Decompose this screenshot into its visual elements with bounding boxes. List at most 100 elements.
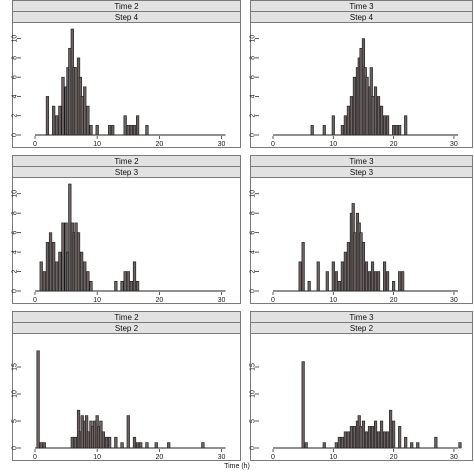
x-tick-label: 20 xyxy=(155,141,163,148)
strip-label-step: Step 2 xyxy=(13,323,240,334)
histogram-bar xyxy=(52,105,56,136)
bar-chart: 0 2 4 6 8 10 0 10 20 30 xyxy=(250,35,458,148)
x-tick-label: 10 xyxy=(329,454,337,461)
histogram-bar xyxy=(86,271,90,292)
y-tick-label: 8 xyxy=(250,211,257,215)
histogram-bar xyxy=(132,436,137,449)
histogram-bar xyxy=(379,420,384,449)
y-tick-label: 5 xyxy=(250,419,257,423)
y-tick-label: 15 xyxy=(250,363,257,371)
bar-chart: 0 5 10 15 0 10 20 30 xyxy=(250,361,462,461)
facet-panel: Time 3 Step 3 0 2 4 6 8 10 0 10 20 30 xyxy=(250,155,473,304)
histogram-bar xyxy=(379,105,384,136)
histogram-bar xyxy=(340,261,344,292)
histogram-bar xyxy=(126,271,130,292)
histogram-bar xyxy=(108,436,112,449)
histogram-bar xyxy=(331,115,335,136)
histogram-bar xyxy=(343,115,347,136)
histogram-bar xyxy=(392,125,396,136)
strip-label-time: Time 3 xyxy=(251,312,472,323)
x-tick-label: 0 xyxy=(33,454,37,461)
histogram-bar xyxy=(343,431,347,449)
histogram-bar xyxy=(89,125,93,136)
histogram-bar xyxy=(337,280,341,292)
histogram-bar xyxy=(307,280,311,292)
x-tick-label: 30 xyxy=(218,141,226,148)
y-tick-label: 15 xyxy=(12,363,19,371)
histogram-bar xyxy=(129,125,133,136)
histogram-bar xyxy=(383,261,387,292)
y-tick-label: 8 xyxy=(12,56,19,60)
histogram-bar xyxy=(132,125,137,136)
histogram-bar xyxy=(120,442,124,449)
histogram-bar xyxy=(154,442,158,449)
histogram-bar xyxy=(398,125,402,136)
histogram-bar xyxy=(48,232,53,292)
y-tick-label: 10 xyxy=(250,390,257,398)
x-tick-label: 30 xyxy=(450,454,458,461)
histogram-bar xyxy=(322,442,326,449)
x-tick-label: 20 xyxy=(390,141,398,148)
histogram-bar xyxy=(108,125,112,136)
strip-label-time: Time 3 xyxy=(251,156,472,167)
histogram-bar xyxy=(39,442,43,449)
histogram-bar xyxy=(434,436,438,449)
histogram-bar xyxy=(398,426,402,449)
histogram-bar xyxy=(298,261,302,292)
histogram-bar xyxy=(373,271,378,292)
histogram-bar xyxy=(416,442,420,449)
histogram-bar xyxy=(346,431,350,449)
y-tick-label: 10 xyxy=(12,390,19,398)
y-tick-label: 0 xyxy=(250,133,257,137)
y-tick-label: 0 xyxy=(12,289,19,293)
y-tick-label: 4 xyxy=(12,250,19,254)
histogram-bar xyxy=(42,271,46,292)
y-tick-label: 4 xyxy=(250,94,257,98)
histogram-bar xyxy=(404,436,408,449)
y-tick-label: 10 xyxy=(12,190,19,198)
histogram-bar xyxy=(167,442,171,449)
histogram-bar xyxy=(352,76,356,136)
histogram-bar xyxy=(36,350,40,449)
strip-label-step: Step 3 xyxy=(251,167,472,178)
strip-label-step: Step 3 xyxy=(13,167,240,178)
y-tick-label: 2 xyxy=(250,114,257,118)
x-axis-label: Time (h) xyxy=(224,463,250,470)
histogram-bar xyxy=(361,242,366,292)
histogram-bar xyxy=(334,442,338,449)
y-tick-label: 2 xyxy=(250,269,257,273)
histogram-bar xyxy=(367,271,372,292)
y-tick-label: 10 xyxy=(12,35,19,43)
histogram-bar xyxy=(383,115,387,136)
x-tick-label: 10 xyxy=(93,454,101,461)
x-tick-label: 10 xyxy=(93,141,101,148)
x-tick-label: 30 xyxy=(218,454,226,461)
histogram-bar xyxy=(373,86,378,136)
histogram-bar xyxy=(114,436,118,449)
bar-chart: 0 2 4 6 8 10 0 10 20 30 xyxy=(12,183,226,304)
histogram-bar xyxy=(367,426,372,449)
histogram-bar xyxy=(392,420,396,449)
histogram-bar xyxy=(136,442,140,449)
x-tick-label: 10 xyxy=(93,297,101,304)
x-tick-label: 0 xyxy=(33,141,37,148)
histogram-bar xyxy=(343,251,347,292)
y-tick-label: 0 xyxy=(12,446,19,450)
histogram-bar xyxy=(337,436,341,449)
histogram-bar xyxy=(316,261,320,292)
histogram-bar xyxy=(331,261,335,292)
histogram-bar xyxy=(370,261,375,292)
y-tick-label: 8 xyxy=(12,211,19,215)
y-tick-label: 4 xyxy=(12,94,19,98)
histogram-bar xyxy=(201,442,205,449)
x-tick-label: 20 xyxy=(390,454,398,461)
x-tick-label: 30 xyxy=(450,297,458,304)
histogram-bar xyxy=(370,426,375,449)
histogram-bar xyxy=(334,271,338,292)
facet-panel: Time 2 Step 3 0 2 4 6 8 10 0 10 20 30 xyxy=(12,155,241,304)
histogram-bar xyxy=(404,115,408,136)
y-tick-label: 8 xyxy=(250,56,257,60)
histogram-bar xyxy=(111,125,115,136)
histogram-bar xyxy=(136,115,140,136)
strip-label-time: Time 2 xyxy=(13,312,240,323)
